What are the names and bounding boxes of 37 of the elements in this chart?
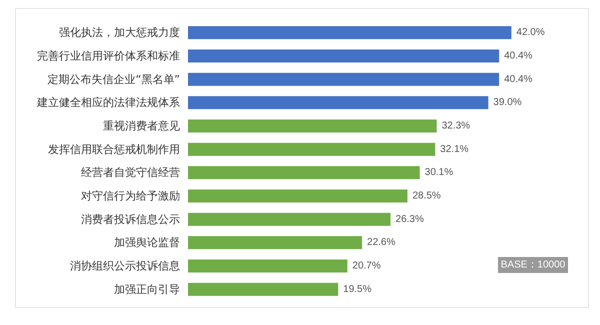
y-tick-label: 发挥信用联合惩戒机制作用 bbox=[48, 142, 180, 156]
data-label: 39.0% bbox=[493, 97, 522, 108]
bar bbox=[188, 72, 500, 86]
y-tick-label: 重视消费者意见 bbox=[103, 120, 180, 132]
data-label: 20.7% bbox=[352, 260, 381, 272]
data-label: 40.4% bbox=[504, 74, 533, 85]
data-label: 32.1% bbox=[440, 144, 469, 155]
bar bbox=[188, 260, 348, 272]
data-label: 40.4% bbox=[504, 50, 533, 62]
bar bbox=[188, 120, 437, 132]
data-label: 30.1% bbox=[424, 167, 454, 178]
bar bbox=[188, 282, 338, 296]
data-label: 26.3% bbox=[396, 214, 424, 225]
y-tick-label: 加强舆论监督 bbox=[114, 236, 180, 250]
y-tick-label: 完善行业信用评价体系和标准 bbox=[37, 50, 180, 62]
bar bbox=[188, 236, 362, 250]
y-tick-label: 加强正向引导 bbox=[114, 282, 180, 296]
y-tick-label: 消协组织公示投诉信息 bbox=[70, 260, 180, 272]
data-label: 19.5% bbox=[343, 284, 372, 295]
y-tick-label: 建立健全相应的法律法规体系 bbox=[36, 96, 180, 110]
bar bbox=[188, 50, 500, 62]
bar bbox=[188, 212, 391, 226]
y-tick-label: 对守信行为给予激励 bbox=[81, 190, 180, 202]
bar bbox=[188, 142, 436, 156]
data-label: 28.5% bbox=[412, 190, 441, 202]
bar bbox=[188, 190, 408, 202]
y-tick-label: 经营者自觉守信经营 bbox=[81, 166, 180, 180]
data-label: 42.0% bbox=[516, 27, 545, 38]
bar bbox=[188, 26, 512, 40]
data-label: 22.6% bbox=[367, 237, 396, 248]
y-tick-label: 强化执法，加大惩戒力度 bbox=[59, 26, 180, 40]
annotation: BASE：10000 bbox=[500, 260, 566, 270]
y-tick-label: 定期公布失信企业“黑名单” bbox=[48, 72, 180, 86]
y-tick-label: 消费者投诉信息公示 bbox=[81, 212, 180, 226]
bar bbox=[188, 96, 488, 110]
data-label: 32.3% bbox=[442, 120, 470, 132]
bar bbox=[188, 166, 420, 180]
